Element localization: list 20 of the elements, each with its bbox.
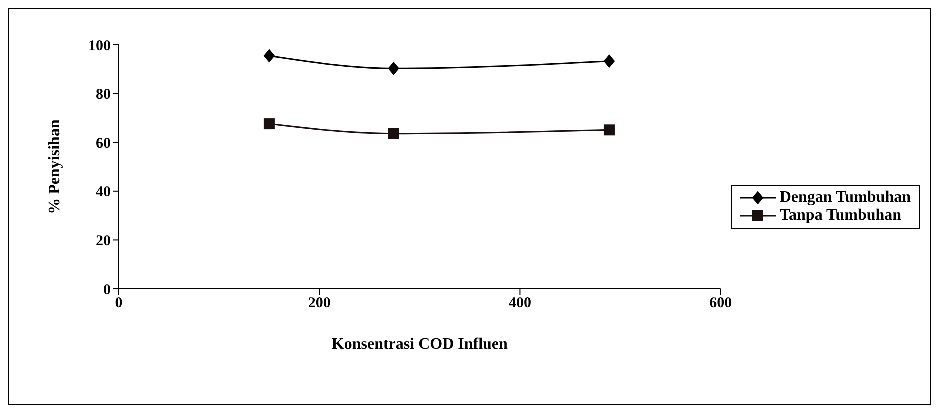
y-tick-label: 60 [96,136,111,152]
y-tick-label: 0 [104,282,111,298]
point [264,118,275,130]
point [388,128,400,140]
x-axis-title: Konsentrasi COD Influen [332,336,508,353]
x-tick-label: 200 [308,296,331,312]
legend-label: Dengan Tumbuhan [780,188,911,206]
x-tick-label: 600 [710,296,732,312]
point [264,49,275,62]
y-axis-title: % Penyisihan [46,120,64,214]
point [604,54,615,68]
x-tick-label: 400 [508,296,532,312]
y-tick-label: 40 [96,184,111,201]
y-tick-label: 20 [96,234,111,250]
point [604,124,615,136]
point [388,62,400,76]
y-tick-label: 80 [96,87,111,104]
legend-label: Tanpa Tumbuhan [780,206,902,224]
y-tick-label: 100 [88,38,111,54]
x-tick-label: 0 [115,296,123,312]
